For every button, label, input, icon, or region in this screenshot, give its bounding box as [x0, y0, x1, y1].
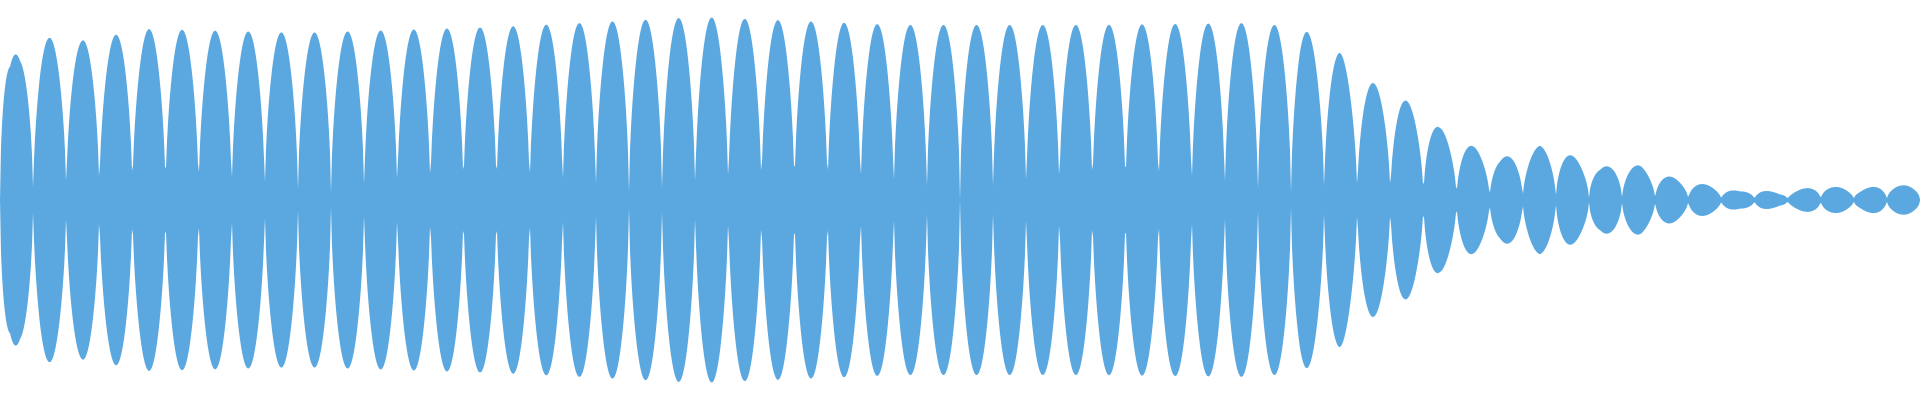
waveform-area — [0, 17, 1920, 383]
